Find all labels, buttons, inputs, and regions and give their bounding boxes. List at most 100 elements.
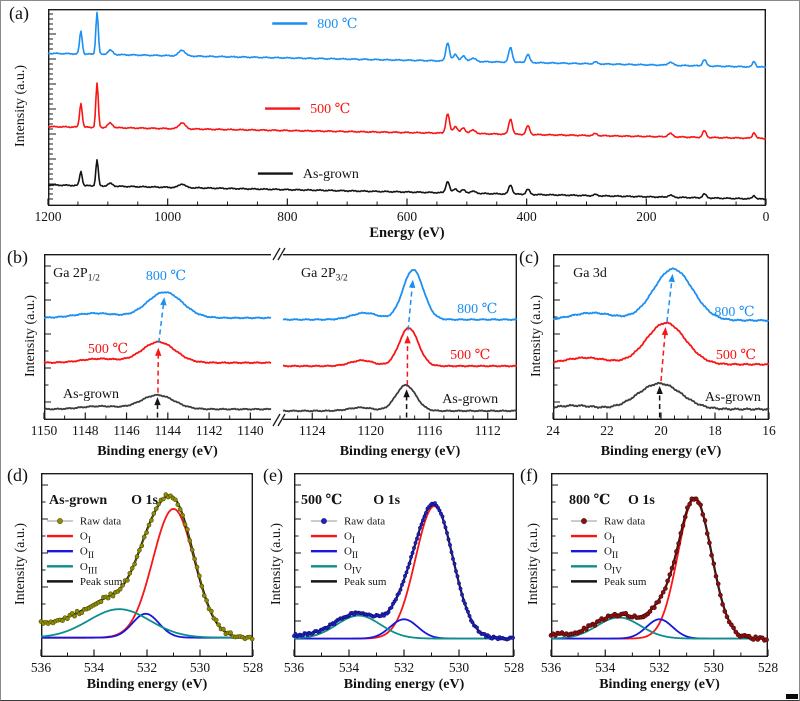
svg-text:1200: 1200	[35, 209, 62, 224]
svg-text:534: 534	[339, 660, 360, 675]
trace-800 ℃	[282, 269, 518, 322]
svg-text:528: 528	[243, 660, 264, 675]
plot-label: OIV	[604, 561, 622, 577]
panel-b-right-plot: 1124 1120 1116 1112 Ga 2P3/2 800 ℃ 500 ℃ As-gro…	[282, 254, 518, 438]
legend-marker-icon	[57, 518, 63, 524]
plot-label: Ga 2P1/2	[53, 266, 100, 284]
svg-text:0: 0	[763, 209, 770, 224]
panel-d-xlabel: Binding energy (eV)	[86, 677, 208, 692]
svg-text:1120: 1120	[358, 423, 385, 438]
raw-data-markers	[548, 496, 769, 643]
svg-text:530: 530	[190, 660, 211, 675]
svg-text:400: 400	[517, 209, 538, 224]
x-axis: 536 534 532 530 528	[31, 649, 264, 675]
peak-shift-arrow	[403, 389, 410, 418]
svg-text:600: 600	[397, 209, 418, 224]
plot-label: 500 ℃	[450, 348, 490, 363]
axis-break-mark	[272, 413, 281, 427]
plot-frame	[294, 473, 514, 657]
svg-text:528: 528	[758, 660, 779, 675]
svg-text:532: 532	[137, 660, 157, 675]
svg-text:1116: 1116	[416, 423, 442, 438]
trace-800 ℃	[47, 11, 767, 69]
axis-break-mark	[277, 413, 286, 427]
svg-text:20: 20	[654, 423, 668, 438]
trace-500 ℃	[282, 327, 518, 368]
trace-500 ℃	[43, 340, 272, 365]
peak-shift-arrow	[155, 347, 162, 393]
screenshot-corner-mark	[786, 694, 798, 699]
trace-As-grown	[282, 383, 518, 413]
x-axis: 24 22 20 18 16	[546, 412, 776, 438]
svg-text:1144: 1144	[155, 423, 182, 438]
peak-shift-arrow	[154, 397, 161, 418]
plot-label: 800 ℃	[317, 17, 357, 32]
plot-label: 800 ℃	[457, 302, 497, 317]
plot-label: OI	[80, 531, 91, 547]
svg-text:800: 800	[277, 209, 298, 224]
svg-text:532: 532	[394, 660, 414, 675]
panel-a-ylabel: Intensity (a.u.)	[13, 64, 28, 148]
y-axis	[49, 13, 56, 200]
component-OIII	[40, 608, 253, 639]
peak-shift-arrow	[407, 279, 416, 331]
y-axis	[42, 484, 48, 639]
panel-e-xlabel: Binding energy (eV)	[343, 677, 465, 692]
plot-label: 800 ℃	[714, 305, 754, 320]
x-axis: 1200 1000 800 600 400 200 0	[35, 198, 770, 224]
plot-label: 500 ℃	[88, 342, 128, 357]
plot-label: As-grown	[705, 390, 761, 405]
plot-label: O 1s	[628, 493, 655, 508]
plot-label: Ga 3d	[573, 266, 607, 281]
plot-label: Peak sum	[344, 576, 387, 588]
x-axis: 536 534 532 530 528	[541, 649, 779, 675]
trace-800 ℃	[552, 267, 770, 323]
plot-label: As-grown	[303, 167, 359, 182]
peak-shift-arrow	[157, 297, 167, 343]
plot-label: OII	[604, 546, 618, 562]
y-axis	[552, 484, 558, 639]
plot-label: 500 ℃	[310, 102, 350, 117]
panel-b-left-xlabel: Binding energy (eV)	[97, 444, 218, 459]
plot-label: OII	[80, 546, 94, 562]
svg-text:534: 534	[595, 660, 616, 675]
trace-As-grown	[552, 381, 770, 412]
trace-As-grown	[47, 159, 767, 201]
y-axis	[554, 265, 560, 403]
x-axis: 1124 1120 1116 1112	[297, 412, 503, 438]
panel-a-xlabel: Energy (eV)	[369, 225, 445, 241]
plot-frame	[553, 254, 769, 420]
panel-f-letter: (f)	[520, 465, 538, 485]
svg-text:532: 532	[649, 660, 669, 675]
plot-label: Raw data	[344, 516, 385, 528]
x-axis: 536 534 532 530 528	[284, 649, 525, 675]
svg-text:530: 530	[704, 660, 725, 675]
peak-shift-arrow	[660, 327, 669, 382]
panel-c-plot: 24 22 20 18 16 Ga 3d 800 ℃ 500 ℃ As-grown	[546, 254, 776, 438]
plot-label: As-grown	[442, 392, 498, 407]
panel-f-ylabel: Intensity (a.u.)	[526, 522, 541, 606]
plot-label: 500 ℃	[716, 348, 756, 363]
plot-label: 800 ℃	[569, 493, 611, 508]
plot-label: Peak sum	[604, 576, 647, 588]
raw-data-markers	[38, 492, 255, 642]
panel-b-right-xlabel: Binding energy (eV)	[339, 444, 461, 459]
svg-text:534: 534	[84, 660, 105, 675]
svg-text:528: 528	[504, 660, 525, 675]
svg-text:18: 18	[708, 423, 722, 438]
raw-data-markers	[292, 501, 515, 642]
svg-text:536: 536	[284, 660, 305, 675]
svg-text:536: 536	[541, 660, 562, 675]
plot-label: 800 ℃	[146, 269, 186, 284]
panel-c-letter: (c)	[519, 247, 539, 267]
plot-frame	[551, 473, 768, 657]
trace-As-grown	[43, 393, 272, 411]
plot-label: 500 ℃	[301, 493, 343, 508]
panel-e-letter: (e)	[263, 465, 283, 485]
panel-a-plot: 1200 1000 800 600 400 200 0 800 ℃ 500 ℃ As-grown	[35, 9, 770, 224]
panel-c-ylabel: Intensity (a.u.)	[529, 294, 544, 378]
panel-e-ylabel: Intensity (a.u.)	[269, 522, 284, 606]
